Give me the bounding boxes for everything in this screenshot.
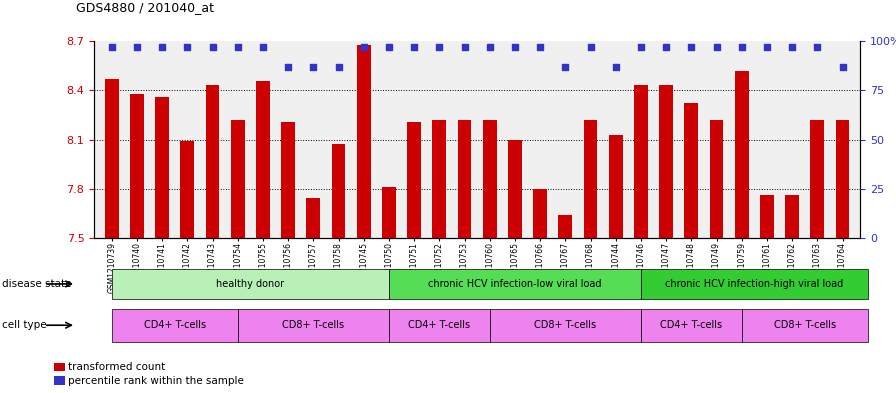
Bar <box>205 85 220 238</box>
Point <box>558 64 573 70</box>
Bar <box>357 44 371 238</box>
Bar <box>458 120 471 238</box>
Bar <box>760 195 774 238</box>
Point <box>457 44 471 50</box>
Bar <box>836 120 849 238</box>
Point <box>281 64 296 70</box>
Point <box>533 44 547 50</box>
Point <box>105 44 119 50</box>
Bar <box>735 71 749 238</box>
Bar <box>810 120 824 238</box>
Bar <box>256 81 270 238</box>
Point <box>180 44 194 50</box>
Text: GDS4880 / 201040_at: GDS4880 / 201040_at <box>76 1 214 14</box>
Bar <box>659 85 673 238</box>
Point <box>130 44 144 50</box>
Text: CD4+ T-cells: CD4+ T-cells <box>409 320 470 330</box>
Bar <box>332 144 346 238</box>
Text: disease state: disease state <box>2 279 72 289</box>
Point <box>483 44 497 50</box>
Point <box>835 64 849 70</box>
Point <box>508 44 522 50</box>
Bar <box>483 120 496 238</box>
Point <box>785 44 799 50</box>
Bar <box>180 141 194 238</box>
Text: healthy donor: healthy donor <box>216 279 284 289</box>
Point <box>357 44 371 50</box>
Text: CD4+ T-cells: CD4+ T-cells <box>660 320 722 330</box>
Bar <box>634 85 648 238</box>
Bar <box>785 195 799 238</box>
Bar <box>685 103 698 238</box>
Point <box>710 44 724 50</box>
Point <box>306 64 321 70</box>
Bar <box>281 121 295 238</box>
Point <box>608 64 623 70</box>
Point <box>735 44 749 50</box>
Text: CD8+ T-cells: CD8+ T-cells <box>282 320 344 330</box>
Bar <box>433 120 446 238</box>
Point <box>583 44 598 50</box>
Bar <box>583 120 598 238</box>
Bar <box>608 134 623 238</box>
Text: cell type: cell type <box>2 320 47 330</box>
Text: CD8+ T-cells: CD8+ T-cells <box>773 320 836 330</box>
Bar <box>533 189 547 238</box>
Bar <box>508 140 521 238</box>
Text: transformed count: transformed count <box>68 362 166 372</box>
Bar <box>231 120 245 238</box>
Bar <box>306 198 320 238</box>
Point <box>382 44 396 50</box>
Text: percentile rank within the sample: percentile rank within the sample <box>68 376 244 386</box>
Point <box>659 44 673 50</box>
Text: CD8+ T-cells: CD8+ T-cells <box>534 320 597 330</box>
Point <box>685 44 699 50</box>
Bar <box>710 120 723 238</box>
Point <box>810 44 824 50</box>
Bar <box>155 97 169 238</box>
Text: chronic HCV infection-high viral load: chronic HCV infection-high viral load <box>665 279 843 289</box>
Text: chronic HCV infection-low viral load: chronic HCV infection-low viral load <box>428 279 602 289</box>
Bar <box>558 215 573 238</box>
Point <box>633 44 648 50</box>
Point <box>155 44 169 50</box>
Point <box>760 44 774 50</box>
Point <box>205 44 220 50</box>
Bar <box>407 121 421 238</box>
Bar <box>382 187 396 238</box>
Bar <box>105 79 118 238</box>
Point <box>332 64 346 70</box>
Point <box>407 44 421 50</box>
Point <box>255 44 270 50</box>
Bar <box>130 94 144 238</box>
Point <box>432 44 446 50</box>
Text: CD4+ T-cells: CD4+ T-cells <box>143 320 206 330</box>
Point <box>230 44 245 50</box>
